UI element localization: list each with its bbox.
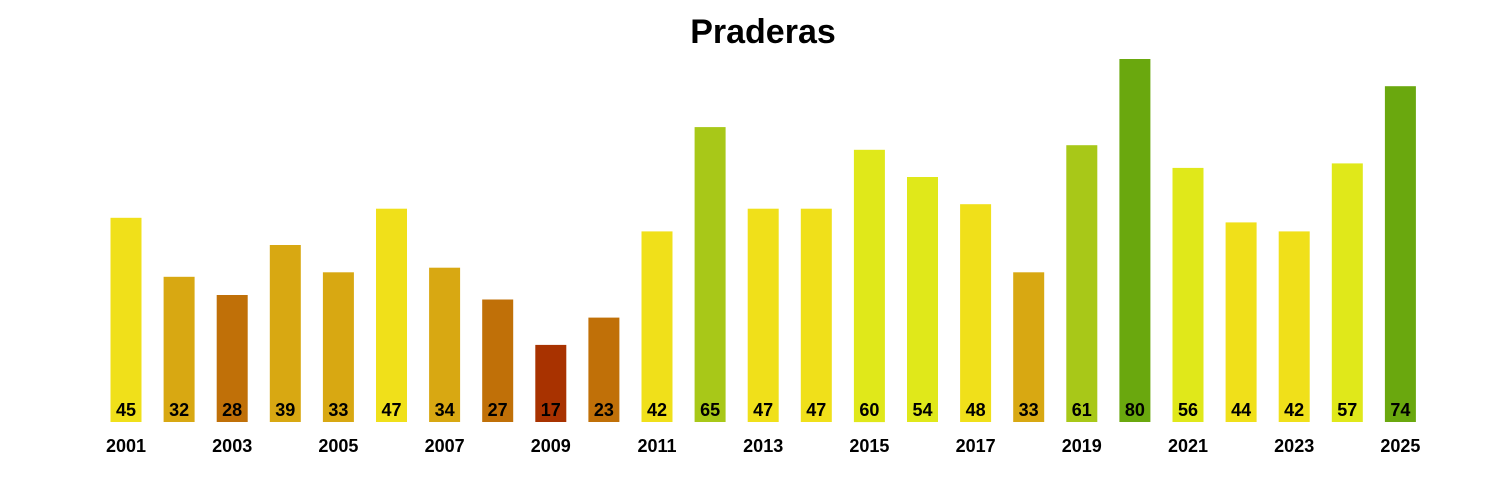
value-label-2018: 33 <box>1019 400 1039 420</box>
bar-2018 <box>1013 272 1045 422</box>
bar-2021 <box>1172 167 1204 422</box>
x-tick-label-2025: 2025 <box>1380 436 1420 456</box>
x-tick-label-2017: 2017 <box>956 436 996 456</box>
value-label-2021: 56 <box>1178 400 1198 420</box>
x-tick-label-2009: 2009 <box>531 436 571 456</box>
bar-2024 <box>1331 163 1363 422</box>
bar-2016 <box>907 177 938 422</box>
x-tick-label-2001: 2001 <box>106 436 146 456</box>
value-label-2003: 28 <box>222 400 242 420</box>
bar-2005 <box>322 272 354 422</box>
x-tick-label-2003: 2003 <box>212 436 252 456</box>
x-tick-label-2021: 2021 <box>1168 436 1208 456</box>
bar-2010 <box>588 317 620 422</box>
bar-2003 <box>216 295 248 422</box>
bars-group <box>110 59 1416 423</box>
value-label-2024: 57 <box>1337 400 1357 420</box>
bar-2011 <box>641 231 673 422</box>
value-label-2015: 60 <box>859 400 879 420</box>
value-label-2009: 17 <box>541 400 561 420</box>
bar-2015 <box>853 149 885 423</box>
value-labels-group: 45 32 28 39 33 47 34 27 17 23 42 65 47 47 60 54 48 33 61 80… <box>116 400 1410 420</box>
x-tick-label-2005: 2005 <box>318 436 358 456</box>
x-tick-label-2023: 2023 <box>1274 436 1314 456</box>
bar-2017 <box>960 204 992 422</box>
x-tick-labels-group: 2001 2003 2005 2007 2009 2011 2013 2015 2017 2019… <box>106 436 1420 456</box>
bar-2019 <box>1066 145 1098 422</box>
value-label-2014: 47 <box>806 400 826 420</box>
bar-2025 <box>1384 86 1416 422</box>
value-label-2016: 54 <box>912 400 932 420</box>
value-label-2011: 42 <box>647 400 667 420</box>
value-label-2023: 42 <box>1284 400 1304 420</box>
value-label-2007: 34 <box>435 400 455 420</box>
x-tick-label-2019: 2019 <box>1062 436 1102 456</box>
value-label-2012: 65 <box>700 400 720 420</box>
value-label-2006: 47 <box>381 400 401 420</box>
x-tick-label-2007: 2007 <box>425 436 465 456</box>
bar-2020 <box>1119 59 1151 422</box>
x-tick-label-2011: 2011 <box>637 436 676 456</box>
bar-2022 <box>1225 222 1257 422</box>
value-label-2005: 33 <box>328 400 348 420</box>
value-label-2020: 80 <box>1125 400 1145 420</box>
value-label-2010: 23 <box>594 400 614 420</box>
bar-2004 <box>269 245 301 422</box>
bar-2023 <box>1278 231 1310 422</box>
chart-title: Praderas <box>690 13 836 51</box>
value-label-2004: 39 <box>275 400 295 420</box>
bar-2013 <box>747 208 779 422</box>
value-label-2022: 44 <box>1231 400 1251 420</box>
bar-2006 <box>376 208 407 422</box>
value-label-2002: 32 <box>169 400 189 420</box>
value-label-2008: 27 <box>488 400 508 420</box>
bar-2014 <box>800 208 832 422</box>
x-tick-label-2013: 2013 <box>743 436 783 456</box>
value-label-2025: 74 <box>1390 400 1410 420</box>
x-tick-label-2015: 2015 <box>849 436 889 456</box>
value-label-2017: 48 <box>966 400 986 420</box>
value-label-2013: 47 <box>753 400 773 420</box>
bar-2007 <box>429 267 461 422</box>
bar-2001 <box>110 217 142 422</box>
bar-2002 <box>163 276 195 422</box>
bar-2008 <box>482 299 514 422</box>
bar-2012 <box>694 127 726 422</box>
value-label-2019: 61 <box>1072 400 1092 420</box>
value-label-2001: 45 <box>116 400 136 420</box>
bar-2009 <box>535 344 567 422</box>
